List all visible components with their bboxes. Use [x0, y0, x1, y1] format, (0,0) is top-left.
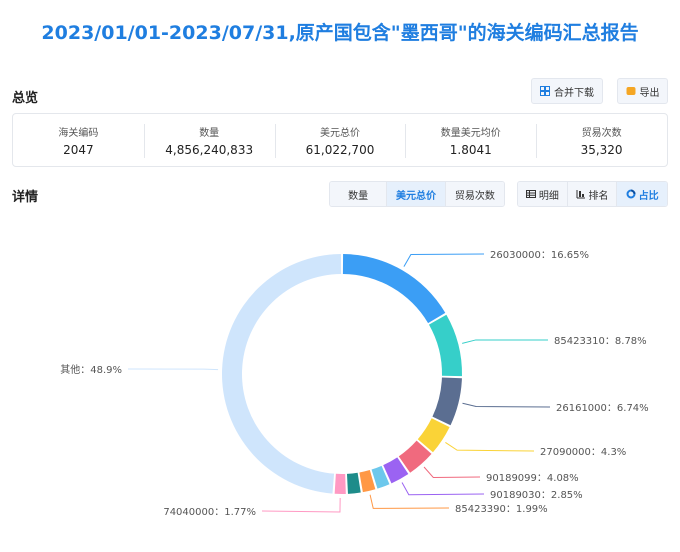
page-title: 2023/01/01-2023/07/31,原产国包含"墨西哥"的海关编码汇总报… [41, 22, 639, 44]
leader-line [462, 402, 551, 408]
donut-slice[interactable] [383, 457, 409, 484]
grid-icon [540, 86, 550, 96]
metric-tabs: 数量 美元总价 贸易次数 [329, 181, 505, 207]
leader-line [369, 494, 450, 509]
summary-panel: 海关编码 2047 数量 4,856,240,833 美元总价 61,022,7… [12, 113, 668, 167]
donut-chart: 26030000：16.65% 85423310：8.78% 26161000：6.… [60, 250, 649, 518]
leader-line [403, 253, 485, 267]
merge-download-button[interactable]: 合并下载 [531, 78, 603, 104]
leader-line [401, 482, 485, 496]
tab-ranking-label: 排名 [588, 190, 609, 202]
leader-line [261, 497, 341, 513]
stat-hs-code-count: 海关编码 2047 [13, 114, 144, 166]
leader-line [423, 466, 481, 478]
slice-label: 26030000：16.65% [490, 250, 589, 261]
tab-ranking[interactable]: 排名 [566, 182, 617, 206]
tab-usd-total[interactable]: 美元总价 [386, 182, 445, 206]
slice-label: 90189099：4.08% [486, 473, 579, 484]
tab-detail-label: 明细 [538, 190, 559, 202]
ranking-icon [576, 190, 585, 199]
stat-trade-count: 贸易次数 35,320 [536, 114, 667, 166]
donut-slice[interactable] [371, 465, 390, 489]
stat-value: 1.8041 [449, 142, 492, 157]
slice-label: 74040000：1.77% [163, 507, 256, 518]
tab-detail[interactable]: 明细 [518, 182, 567, 206]
leader-line [127, 368, 219, 371]
slice-label: 26161000：6.74% [556, 403, 649, 414]
export-label: 导出 [639, 87, 660, 99]
donut-slice[interactable] [359, 470, 376, 493]
donut-slice[interactable] [432, 377, 462, 426]
stat-usd-total: 美元总价 61,022,700 [274, 114, 406, 166]
donut-slice[interactable] [221, 254, 342, 494]
stat-usd-average: 数量美元均价 1.8041 [405, 114, 536, 166]
donut-slice[interactable] [342, 254, 446, 324]
tab-quantity[interactable]: 数量 [330, 182, 387, 206]
donut-slice[interactable] [346, 472, 361, 494]
table-icon [525, 190, 536, 198]
stat-label: 海关编码 [58, 127, 99, 139]
slice-label: 85423390：1.99% [455, 504, 548, 515]
stat-quantity: 数量 4,856,240,833 [143, 114, 275, 166]
export-button[interactable]: 导出 [617, 78, 668, 104]
slice-label: 85423310：8.78% [554, 336, 647, 347]
export-icon [626, 87, 635, 95]
tab-proportion[interactable]: 占比 [616, 182, 667, 206]
pie-icon [626, 189, 636, 199]
leader-line [462, 339, 549, 344]
details-title: 详情 [12, 190, 39, 205]
donut-slice[interactable] [428, 314, 462, 377]
stat-label: 数量美元均价 [440, 127, 501, 139]
stat-value: 4,856,240,833 [165, 142, 254, 157]
merge-download-label: 合并下载 [554, 87, 594, 99]
slice-label: 其他：48.9% [60, 363, 122, 376]
slice-label: 27090000：4.3% [540, 447, 626, 458]
stat-label: 美元总价 [319, 127, 360, 139]
donut-slice[interactable] [334, 473, 346, 494]
stat-label: 数量 [199, 127, 220, 139]
tab-proportion-label: 占比 [638, 190, 659, 202]
donut-slice[interactable] [398, 440, 432, 473]
stat-value: 35,320 [580, 142, 623, 157]
stat-label: 贸易次数 [581, 127, 622, 139]
view-tabs: 明细 排名 占比 [517, 181, 668, 207]
overview-title: 总览 [12, 91, 39, 106]
donut-slice[interactable] [417, 418, 450, 453]
slice-label: 90189030：2.85% [490, 490, 583, 501]
stat-value: 2047 [63, 142, 94, 157]
leader-line [445, 442, 535, 452]
tab-trade-count[interactable]: 贸易次数 [444, 182, 504, 206]
stat-value: 61,022,700 [305, 142, 375, 157]
